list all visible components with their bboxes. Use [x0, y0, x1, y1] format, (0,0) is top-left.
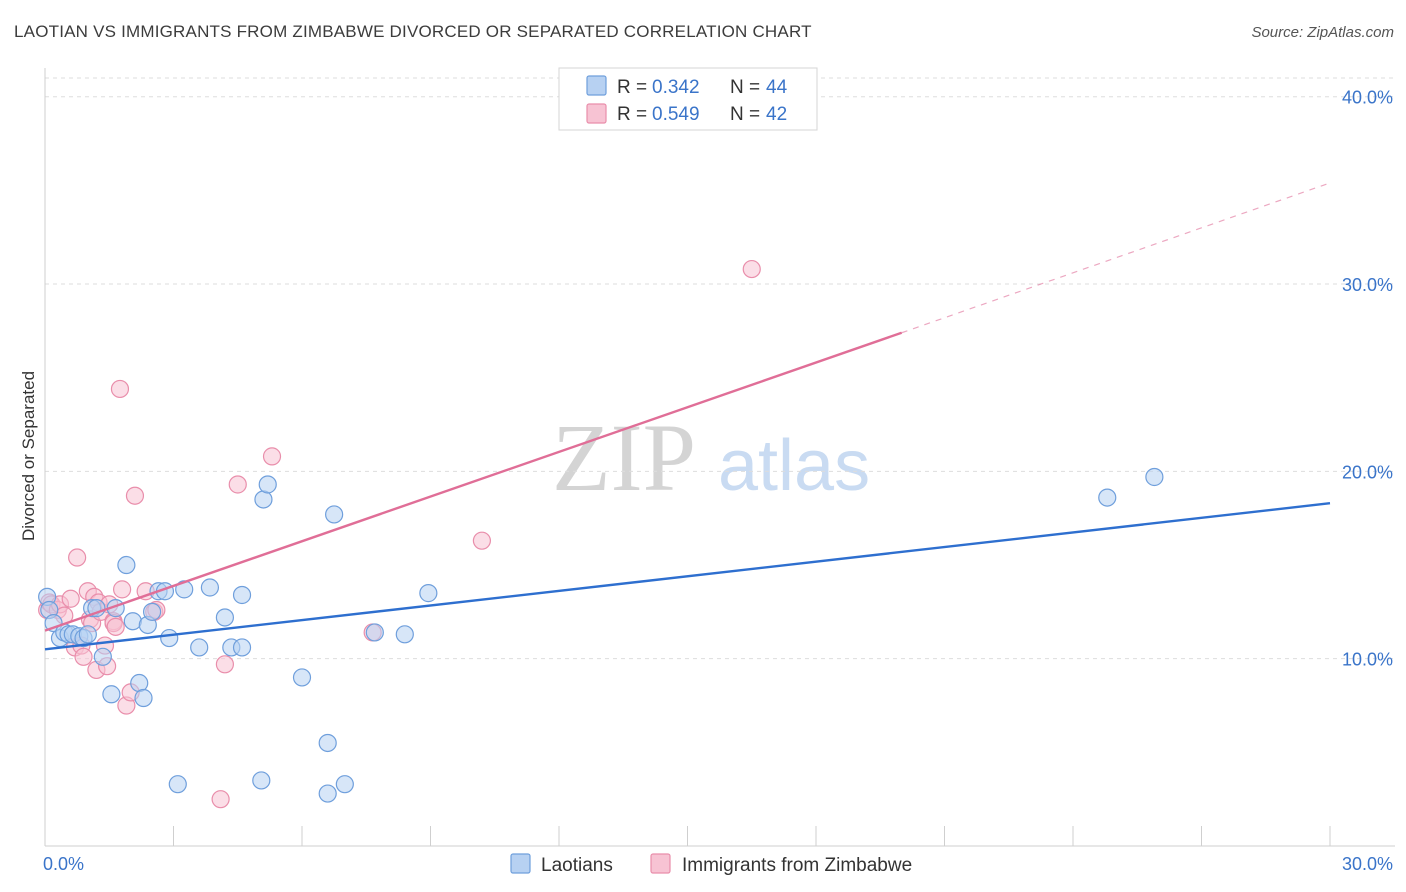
zimbabwe-point: [262, 447, 282, 466]
trend-lines: [44, 182, 1331, 651]
bottom-legend-label-zimbabwe: Immigrants from Zimbabwe: [682, 855, 912, 876]
zimbabwe-point: [74, 647, 93, 666]
zimbabwe-trend-extension: [901, 182, 1331, 334]
legend-n-value-zimbabwe: 42: [766, 104, 787, 125]
legend-swatch-zimbabwe: [586, 103, 607, 124]
laotians-point: [318, 733, 337, 753]
legend-n-label-laotians: N =: [730, 77, 760, 98]
laotians-point: [335, 775, 354, 794]
laotians-point: [78, 625, 97, 644]
legend-r-value-zimbabwe: 0.549: [652, 104, 700, 125]
watermark: ZIP atlas: [552, 404, 870, 511]
laotians-point: [292, 668, 312, 687]
zimbabwe-point: [211, 790, 230, 809]
laotians-point: [123, 612, 142, 631]
source-credit: Source: ZipAtlas.com: [1251, 24, 1394, 41]
x-tick-label-max: 30.0%: [1342, 854, 1393, 874]
watermark-atlas: atlas: [718, 426, 870, 506]
series-legend: Laotians Immigrants from Zimbabwe: [510, 853, 912, 876]
y-tick-labels: 10.0% 20.0% 30.0% 40.0%: [1342, 88, 1393, 670]
zimbabwe-point: [215, 655, 234, 674]
laotians-point: [102, 685, 121, 704]
laotians-point: [232, 585, 252, 605]
laotians-point: [168, 775, 187, 794]
laotians-point: [175, 580, 194, 599]
laotians-point: [215, 608, 234, 627]
laotians-point: [419, 584, 438, 603]
laotians-point: [93, 647, 112, 666]
laotians-point: [130, 673, 149, 693]
laotians-point: [325, 505, 344, 524]
laotians-point: [258, 475, 277, 494]
laotians-point: [117, 555, 136, 575]
zimbabwe-point: [742, 259, 761, 279]
zimbabwe-point: [61, 589, 80, 608]
laotians-point: [200, 578, 220, 597]
laotians-point: [134, 688, 153, 708]
laotians-point: [318, 784, 337, 803]
legend-r-value-laotians: 0.342: [652, 77, 700, 98]
watermark-zip: ZIP: [552, 404, 696, 511]
laotians-point: [190, 638, 209, 657]
legend-n-label-zimbabwe: N =: [730, 104, 760, 125]
laotians-point: [395, 625, 414, 644]
y-tick-label: 10.0%: [1342, 650, 1393, 670]
legend-r-label-zimbabwe: R =: [617, 104, 647, 125]
zimbabwe-point: [106, 617, 125, 636]
y-tick-label: 30.0%: [1342, 275, 1393, 295]
zimbabwe-point: [228, 475, 247, 494]
chart-title: LAOTIAN VS IMMIGRANTS FROM ZIMBABWE DIVO…: [14, 22, 812, 41]
axes: [44, 68, 1395, 847]
zimbabwe-point: [125, 486, 145, 505]
zimbabwe-points: [38, 259, 761, 809]
laotians-point: [142, 602, 162, 621]
bottom-legend-label-laotians: Laotians: [541, 855, 613, 876]
laotians-point: [160, 628, 179, 648]
laotians-trend-line: [44, 502, 1331, 651]
zimbabwe-point: [110, 379, 130, 399]
zimbabwe-trend-line: [44, 331, 903, 632]
legend-n-value-laotians: 44: [766, 77, 788, 98]
y-axis-title: Divorced or Separated: [19, 371, 38, 541]
x-tick-label-min: 0.0%: [43, 854, 84, 874]
y-tick-label: 40.0%: [1342, 88, 1393, 108]
zimbabwe-point: [472, 531, 491, 550]
legend-swatch-laotians: [586, 75, 607, 96]
correlation-legend: R = 0.342 N = 44 R = 0.549 N = 42: [558, 67, 818, 131]
x-tick-labels: 0.0% 30.0%: [43, 854, 1393, 874]
y-tick-label: 20.0%: [1342, 462, 1393, 482]
laotians-point: [365, 623, 384, 642]
legend-r-label-laotians: R =: [617, 77, 647, 98]
zimbabwe-point: [68, 548, 87, 567]
laotians-point: [232, 638, 252, 657]
zimbabwe-point: [112, 580, 132, 599]
laotians-point: [252, 771, 271, 790]
laotians-point: [254, 490, 273, 509]
bottom-legend-swatch-laotians: [510, 853, 531, 874]
laotians-point: [1145, 467, 1164, 487]
laotians-points: [38, 467, 1164, 803]
laotians-point: [1098, 488, 1117, 507]
bottom-legend-swatch-zimbabwe: [650, 853, 671, 874]
